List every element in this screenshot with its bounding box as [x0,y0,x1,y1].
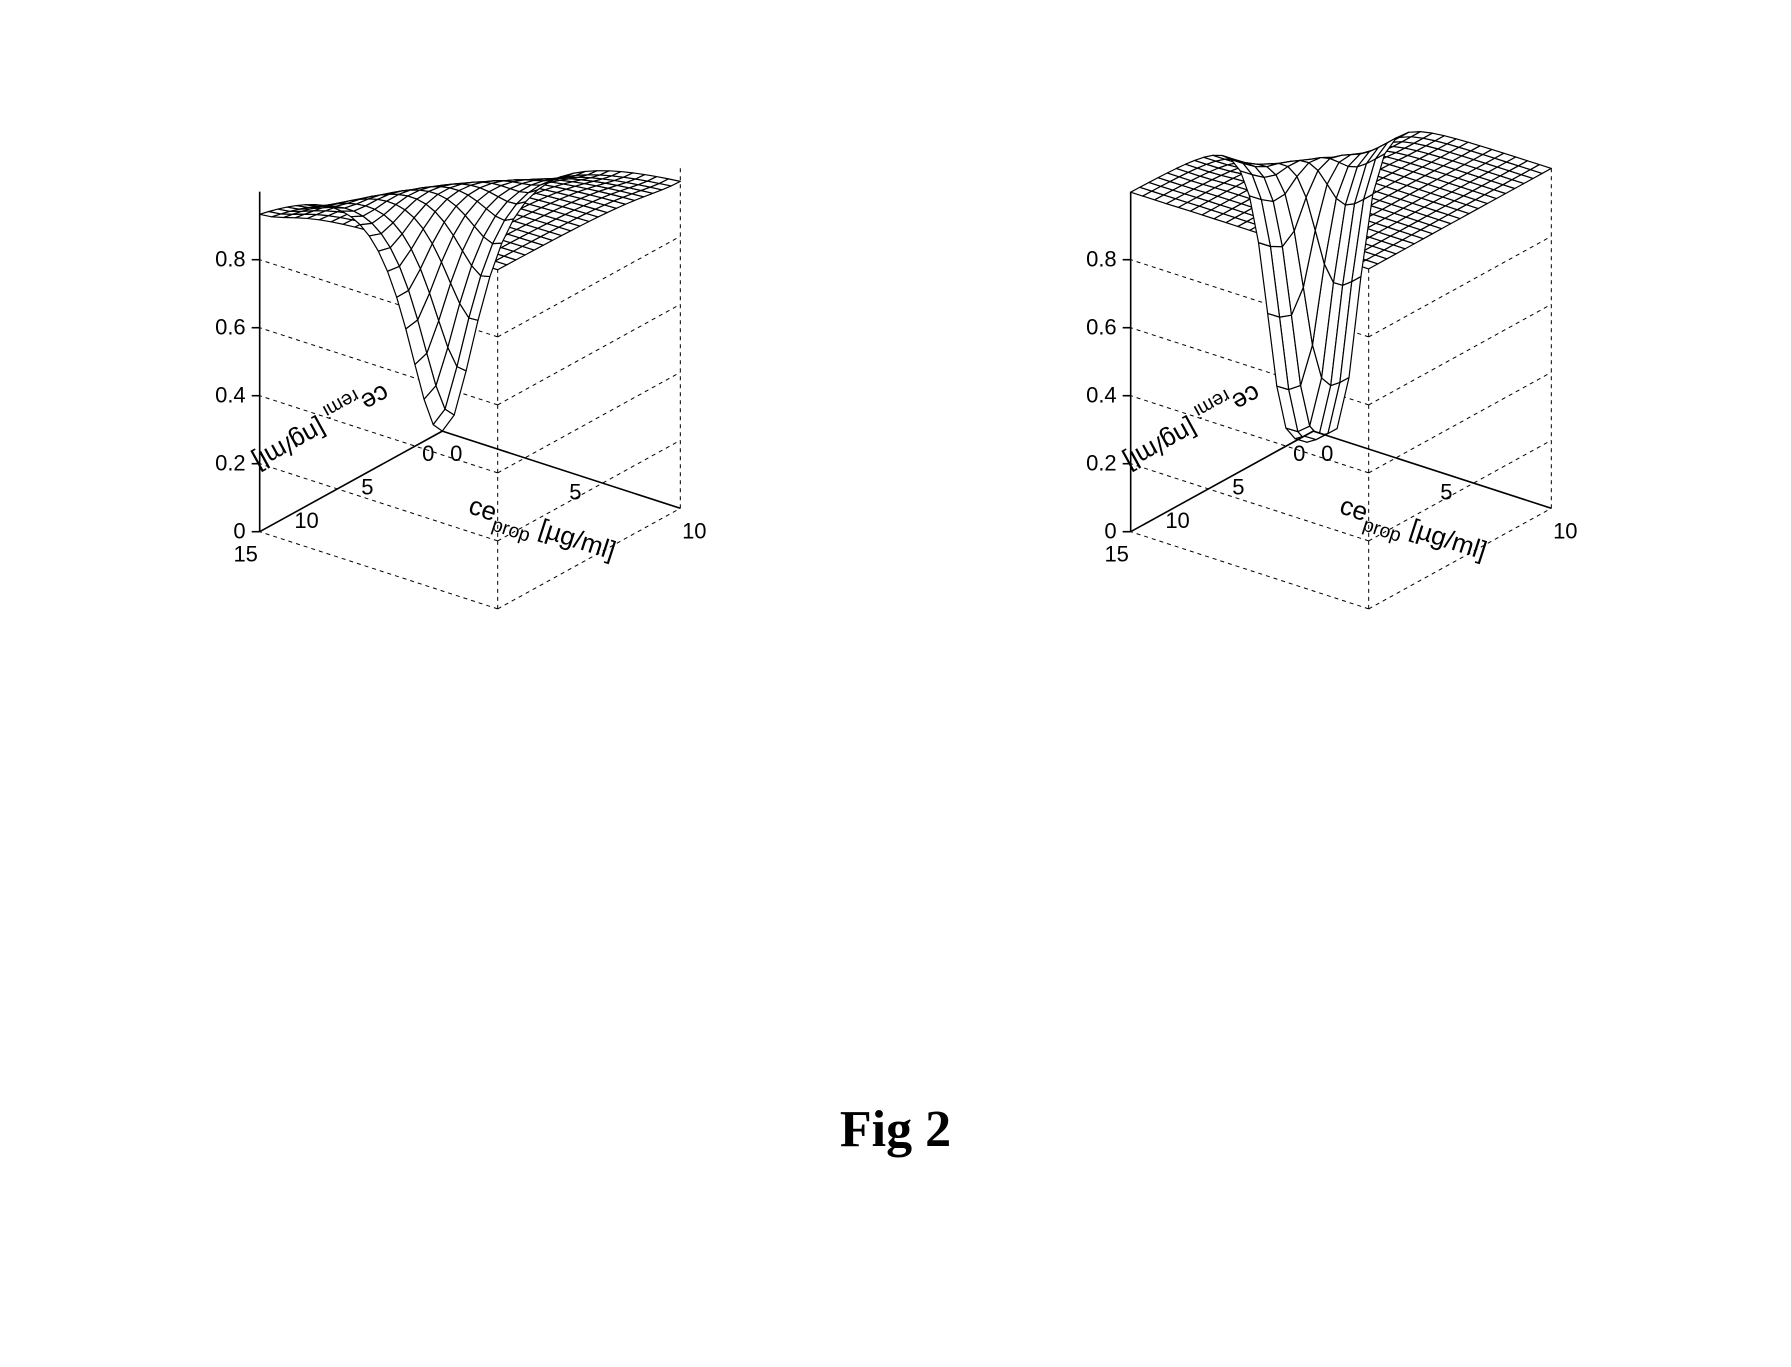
svg-text:0: 0 [1104,519,1116,544]
svg-text:ceremi [ng/ml]: ceremi [ng/ml] [244,371,394,477]
svg-text:0.8: 0.8 [215,247,246,272]
svg-text:0.8: 0.8 [1086,247,1117,272]
svg-text:0: 0 [233,519,245,544]
figure-caption: Fig 2 [0,1100,1791,1159]
svg-text:5: 5 [1232,475,1244,500]
svg-text:0.4: 0.4 [1086,383,1117,408]
svg-text:0.2: 0.2 [1086,451,1117,476]
svg-text:ceprop [µg/ml]: ceprop [µg/ml] [463,490,620,573]
svg-text:0: 0 [450,441,462,466]
svg-text:10: 10 [682,518,706,543]
surface-svg-right: 0 0.2 0.4 0.6 0.8 0 5 10 0 5 10 15 ceprop [µg/ml] cer… [911,40,1751,940]
surface-plot-right: 0 0.2 0.4 0.6 0.8 0 5 10 0 5 10 15 ceprop [µg/ml] cer… [911,40,1751,940]
svg-text:0: 0 [1321,441,1333,466]
svg-text:5: 5 [569,480,581,505]
svg-text:ceremi [ng/ml]: ceremi [ng/ml] [1115,371,1265,477]
svg-text:0.2: 0.2 [215,451,246,476]
svg-text:15: 15 [1104,542,1128,567]
svg-text:5: 5 [361,475,373,500]
svg-text:10: 10 [1165,508,1189,533]
svg-text:0: 0 [1293,441,1305,466]
figure-page: 0 0.2 0.4 0.6 0.8 0 5 10 0 5 10 15 ceprop [µg/ml] cer… [0,0,1791,1367]
svg-text:5: 5 [1440,480,1452,505]
svg-text:10: 10 [294,508,318,533]
svg-text:0.4: 0.4 [215,383,246,408]
plots-row: 0 0.2 0.4 0.6 0.8 0 5 10 0 5 10 15 ceprop [µg/ml] cer… [40,40,1751,940]
svg-text:0.6: 0.6 [215,315,246,340]
svg-text:15: 15 [233,542,257,567]
svg-text:0.6: 0.6 [1086,315,1117,340]
svg-text:ceprop [µg/ml]: ceprop [µg/ml] [1334,490,1491,573]
surface-plot-left: 0 0.2 0.4 0.6 0.8 0 5 10 0 5 10 15 ceprop [µg/ml] cer… [40,40,880,940]
surface-svg-left: 0 0.2 0.4 0.6 0.8 0 5 10 0 5 10 15 ceprop [µg/ml] cer… [40,40,880,940]
svg-text:0: 0 [422,441,434,466]
svg-text:10: 10 [1553,518,1577,543]
